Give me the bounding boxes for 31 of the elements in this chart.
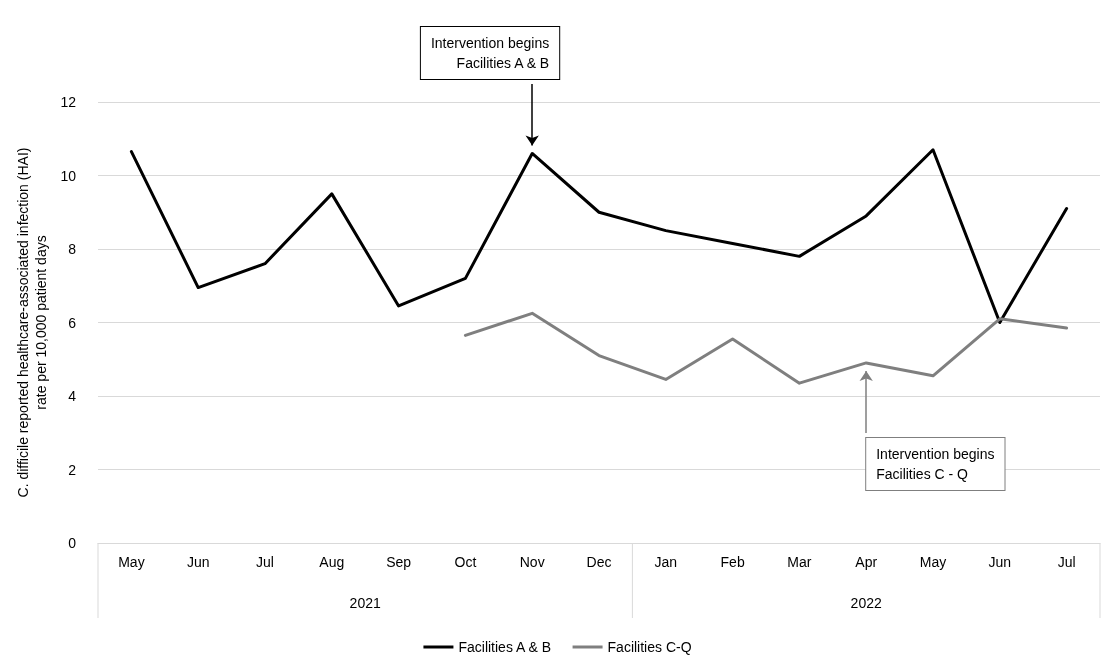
y-tick-label: 2 bbox=[68, 461, 77, 478]
y-tick-label: 6 bbox=[68, 314, 77, 331]
x-tick-label: Feb bbox=[720, 554, 745, 570]
y-tick-label: 10 bbox=[60, 167, 77, 184]
legend-label: Facilities C-Q bbox=[607, 639, 692, 655]
x-tick-label: Jun bbox=[186, 554, 210, 570]
x-tick-label: Jul bbox=[1057, 554, 1076, 570]
x-tick-label: Aug bbox=[319, 554, 345, 570]
y-tick-label: 12 bbox=[60, 94, 77, 110]
x-tick-label: Oct bbox=[454, 554, 477, 570]
y-axis-title: C. difficile reported healthcare-associated infection (HAI) rate per 10,000 patient days bbox=[14, 147, 49, 498]
y-tick-label: 0 bbox=[68, 535, 77, 551]
text: 2021 bbox=[349, 595, 381, 611]
line-series bbox=[463, 311, 1069, 385]
line-series bbox=[129, 148, 1069, 324]
x-tick-label: Jul bbox=[256, 554, 274, 570]
y-tick-label: 8 bbox=[68, 241, 77, 257]
x-tick-label: Jun bbox=[988, 554, 1012, 570]
x-tick-label: May bbox=[118, 554, 145, 570]
annotation: Intervention begins Facilities C - Q bbox=[876, 445, 995, 482]
y-tick-label: 4 bbox=[68, 388, 77, 404]
x-tick-label: Sep bbox=[386, 554, 412, 570]
x-tick-label: Apr bbox=[855, 554, 878, 570]
x-tick-label: Nov bbox=[519, 554, 545, 570]
x-tick-label: Mar bbox=[787, 554, 812, 570]
x-tick-label: May bbox=[919, 554, 947, 570]
x-tick-label: Dec bbox=[586, 554, 612, 570]
annotation: Intervention begins Facilities A & B bbox=[430, 35, 550, 71]
x-tick-label: Jan bbox=[654, 554, 678, 570]
text: 2022 bbox=[850, 595, 882, 611]
legend-label: Facilities A & B bbox=[458, 639, 552, 655]
